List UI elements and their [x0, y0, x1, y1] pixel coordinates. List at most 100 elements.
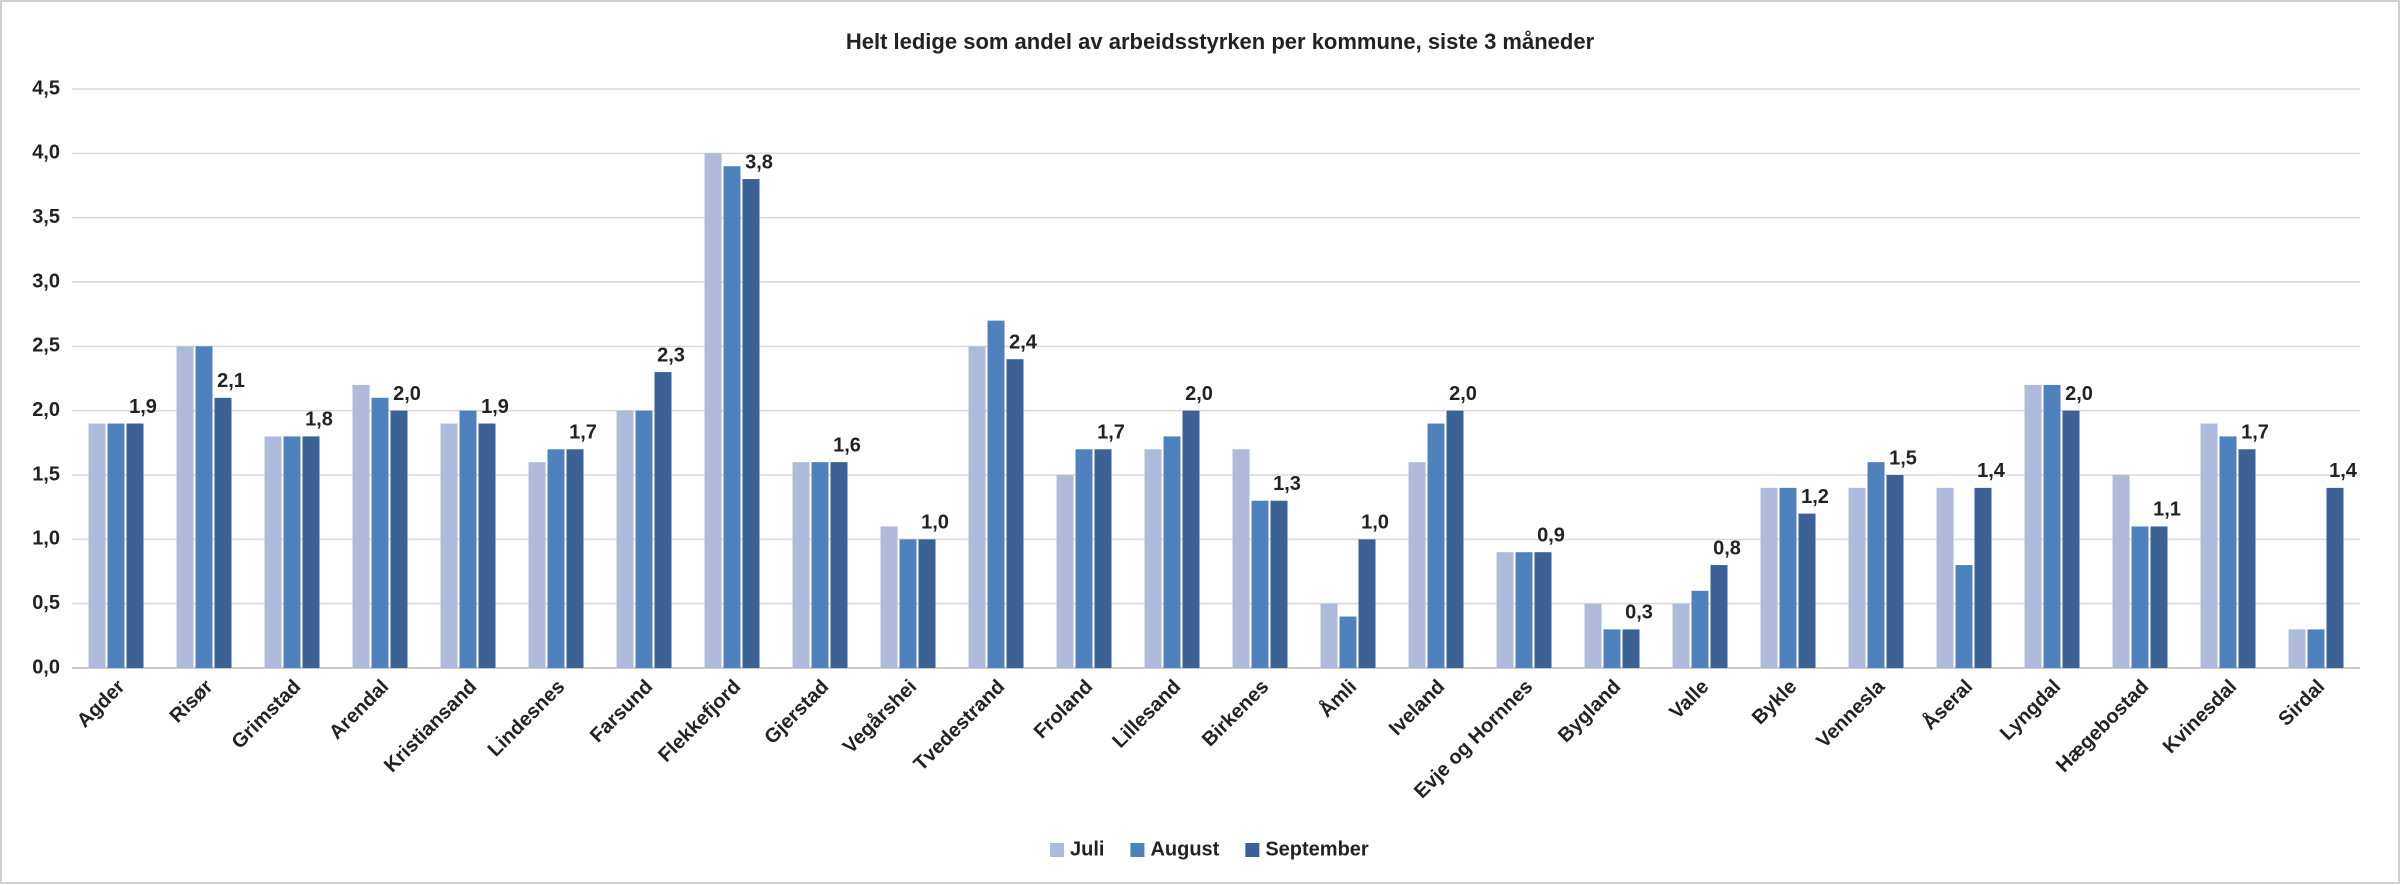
bar: [830, 462, 848, 668]
bar: [987, 320, 1005, 668]
data-label: 0,9: [1537, 524, 1565, 546]
legend-label: September: [1265, 838, 1369, 860]
bar: [2131, 526, 2149, 668]
bar: [88, 423, 106, 668]
data-label: 1,4: [2329, 460, 2358, 482]
data-label: 0,8: [1713, 537, 1741, 559]
bar: [2043, 384, 2061, 668]
y-tick-label: 3,5: [32, 206, 60, 228]
bar: [2200, 423, 2218, 668]
bar: [968, 346, 986, 668]
y-tick-label: 3,0: [32, 270, 60, 292]
bar: [1270, 500, 1288, 668]
bar: [2219, 436, 2237, 668]
bar: [1672, 603, 1690, 668]
bar: [264, 436, 282, 668]
data-label: 1,4: [1977, 460, 2006, 482]
bar: [616, 410, 634, 668]
data-label: 1,7: [2241, 422, 2269, 444]
bar: [440, 423, 458, 668]
bar: [478, 423, 496, 668]
bar: [352, 384, 370, 668]
bar: [918, 539, 936, 668]
bar: [1006, 359, 1024, 668]
chart-title: Helt ledige som andel av arbeidsstyrken …: [846, 29, 1595, 54]
y-tick-label: 4,5: [32, 77, 60, 99]
bar: [1936, 487, 1954, 668]
bar: [283, 436, 301, 668]
bar: [1974, 487, 1992, 668]
bar: [1779, 487, 1797, 668]
data-label: 2,0: [1449, 383, 1477, 405]
bar: [214, 397, 232, 668]
bar: [1075, 449, 1093, 668]
data-label: 2,0: [393, 383, 421, 405]
bar: [1144, 449, 1162, 668]
data-label: 1,2: [1801, 486, 1829, 508]
y-tick-label: 2,0: [32, 399, 60, 421]
bar: [547, 449, 565, 668]
y-tick-label: 4,0: [32, 142, 60, 164]
bar: [2024, 384, 2042, 668]
legend-label: August: [1150, 838, 1219, 860]
bar: [1182, 410, 1200, 668]
bar: [2326, 487, 2344, 668]
data-label: 2,0: [2065, 383, 2093, 405]
bar: [1251, 500, 1269, 668]
data-label: 1,9: [481, 396, 509, 418]
legend-label: Juli: [1070, 838, 1104, 860]
bar: [1427, 423, 1445, 668]
bar: [1534, 552, 1552, 668]
bar: [1408, 462, 1426, 668]
bar: [459, 410, 477, 668]
bar: [654, 372, 672, 668]
legend-swatch: [1050, 843, 1064, 857]
data-label: 2,4: [1009, 331, 1038, 353]
bar: [371, 397, 389, 668]
bar: [792, 462, 810, 668]
bar: [1320, 603, 1338, 668]
bar: [880, 526, 898, 668]
y-tick-label: 0,5: [32, 592, 60, 614]
bar: [2288, 629, 2306, 668]
bar: [302, 436, 320, 668]
bar: [1622, 629, 1640, 668]
bar: [1848, 487, 1866, 668]
bar: [1515, 552, 1533, 668]
bar: [811, 462, 829, 668]
bar: [566, 449, 584, 668]
bar: [1094, 449, 1112, 668]
y-tick-label: 1,5: [32, 463, 60, 485]
y-tick-label: 2,5: [32, 335, 60, 357]
bar: [2112, 475, 2130, 668]
bar: [195, 346, 213, 668]
bar: [176, 346, 194, 668]
bar: [1496, 552, 1514, 668]
data-label: 1,7: [569, 422, 597, 444]
data-label: 2,3: [657, 344, 685, 366]
bar: [1232, 449, 1250, 668]
bar: [1163, 436, 1181, 668]
bar: [1867, 462, 1885, 668]
bar: [2307, 629, 2325, 668]
bar: [528, 462, 546, 668]
bar: [390, 410, 408, 668]
data-label: 1,7: [1097, 422, 1125, 444]
data-label: 2,1: [217, 370, 245, 392]
legend-swatch: [1130, 843, 1145, 857]
bar: [2238, 449, 2256, 668]
bar: [1886, 475, 1904, 668]
bar: [1710, 565, 1728, 668]
data-label: 1,0: [1361, 512, 1389, 534]
data-label: 0,3: [1625, 602, 1653, 624]
bar: [126, 423, 144, 668]
data-label: 1,6: [833, 434, 861, 456]
bar: [1798, 513, 1816, 668]
bar: [2062, 410, 2080, 668]
bar: [1339, 616, 1357, 668]
bar: [107, 423, 125, 668]
bar: [1760, 487, 1778, 668]
bar: [1446, 410, 1464, 668]
bar: [2150, 526, 2168, 668]
